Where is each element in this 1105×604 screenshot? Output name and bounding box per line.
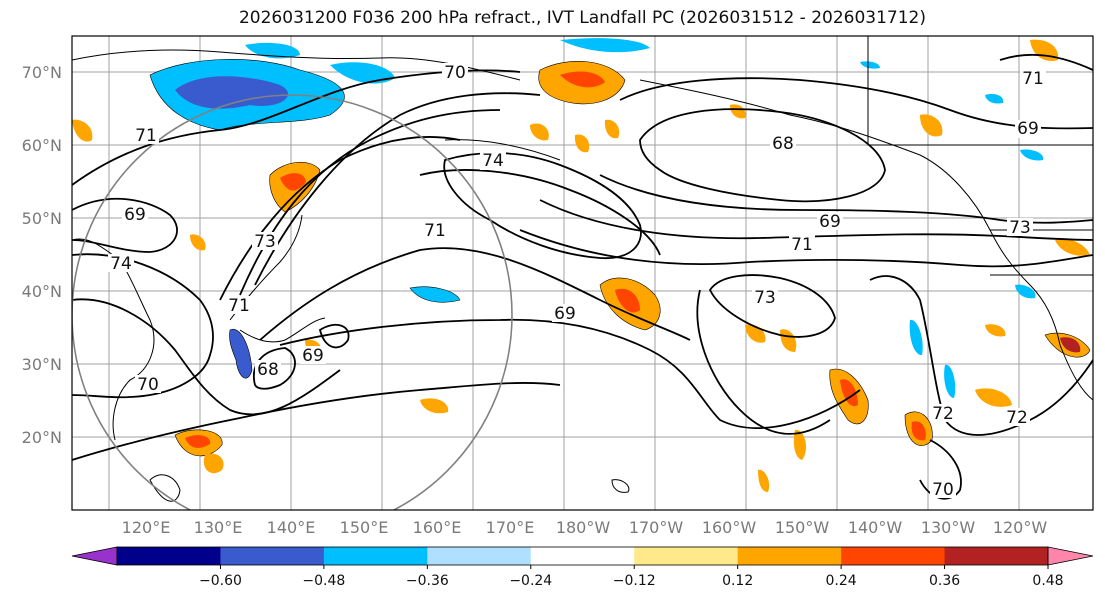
colorbar-segment [634,547,739,565]
landfall-circle [72,94,513,510]
lat-label: 60°N [22,136,62,155]
latitude-labels: 70°N 60°N 50°N 40°N 30°N 20°N [22,63,62,447]
colorbar-segment [944,547,1049,565]
contour-label: 70 [444,63,466,83]
colorbar-segment [737,547,842,565]
lon-label: 130°W [921,518,976,537]
colorbar-segment [530,547,635,565]
contour-label: 73 [1009,218,1031,238]
colorbar [71,546,1094,566]
contour-label: 71 [135,126,157,146]
colorbar-tick-label: −0.48 [302,573,345,589]
lon-label: 120°E [122,518,171,537]
colorbar-tick-label: 0.36 [929,573,960,589]
contour-label: 68 [257,360,279,380]
negative-shading [149,38,1044,398]
contour-label: 74 [482,151,504,171]
colorbar-segment [841,547,946,565]
page-title: 2026031200 F036 200 hPa refract., IVT La… [238,8,926,28]
colorbar-right-arrow [1047,546,1094,566]
contour-labels: 70 69 74 71 68 69 71 74 73 71 72 68 69 7… [108,63,1046,500]
contour-label: 73 [254,232,276,252]
lon-label: 170°W [629,518,684,537]
colorbar-tick-label: −0.12 [613,573,656,589]
colorbar-tick-label: −0.60 [199,573,242,589]
contour-label: 69 [554,304,576,324]
contour-label: 72 [932,404,954,424]
contour-label: 74 [110,254,132,274]
colorbar-tick-label: −0.24 [509,573,552,589]
colorbar-tick-label: 0.12 [722,573,753,589]
contour-label: 71 [1022,69,1044,89]
lat-label: 50°N [22,209,62,228]
contour-label: 70 [137,375,159,395]
colorbar-tick-label: −0.36 [406,573,449,589]
lon-label: 150°W [775,518,830,537]
positive-shading [72,39,1091,492]
lat-label: 20°N [22,428,62,447]
colorbar-left-arrow [71,546,118,566]
contour-label: 71 [228,296,250,316]
map-frame [71,35,1094,511]
longitude-labels: 120°E 130°E 140°E 150°E 160°E 170°E 180°… [122,518,1048,537]
contour-label: 73 [754,288,776,308]
colorbar-tick-label: 0.48 [1032,573,1063,589]
contour-label: 70 [932,480,954,500]
contour-label: 69 [819,212,841,232]
lon-label: 150°E [340,518,389,537]
contour-label: 69 [1017,119,1039,139]
colorbar-frame [116,546,1049,566]
lon-label: 140°E [267,518,316,537]
lon-label: 180°W [556,518,611,537]
colorbar-segment [323,547,428,565]
colorbar-segment [117,547,221,565]
colorbar-segment [427,547,532,565]
contour-label: 69 [124,205,146,225]
lat-label: 70°N [22,63,62,82]
lon-label: 120°W [993,518,1048,537]
lon-label: 140°W [848,518,903,537]
lon-label: 130°E [194,518,243,537]
colorbar-segment [220,547,325,565]
lon-label: 170°E [486,518,535,537]
contour-label: 68 [772,134,794,154]
lat-label: 30°N [22,355,62,374]
contour-label: 71 [424,221,446,241]
contour-label: 72 [1006,408,1028,428]
lon-label: 160°W [702,518,757,537]
contour-label: 71 [791,235,813,255]
colorbar-ticks: −0.60 −0.48 −0.36 −0.24 −0.12 0.12 0.24 0.36 0.4… [199,565,1064,589]
lat-label: 40°N [22,282,62,301]
colorbar-tick-label: 0.24 [826,573,857,589]
contour-label: 69 [302,346,324,366]
lon-label: 160°E [413,518,462,537]
